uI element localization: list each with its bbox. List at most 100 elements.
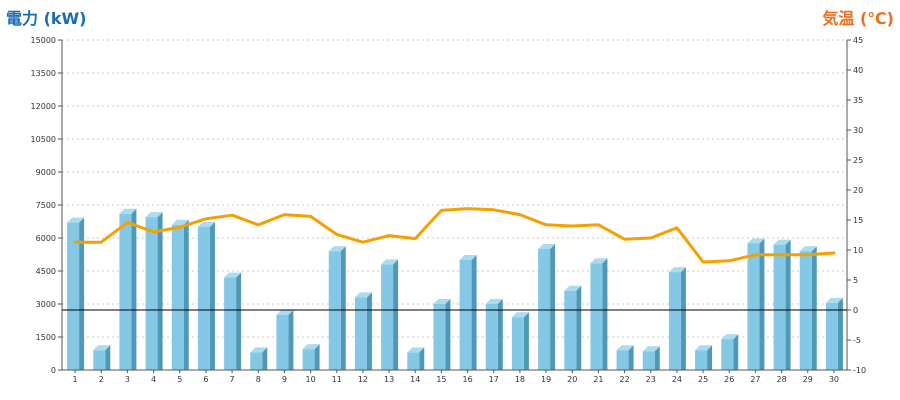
line-series <box>73 207 836 264</box>
bar <box>67 217 85 370</box>
x-tick-label: 2 <box>99 375 104 384</box>
left-tick-label: 3000 <box>36 300 56 309</box>
bar <box>354 292 372 370</box>
bar-top <box>171 219 189 225</box>
x-tick-label: 14 <box>410 375 420 384</box>
bar-front <box>171 224 184 370</box>
x-tick-label: 25 <box>698 375 708 384</box>
bar-front <box>590 263 603 370</box>
bar-front <box>459 260 472 370</box>
left-tick-label: 0 <box>51 366 56 375</box>
bar <box>695 345 713 370</box>
bar-front <box>302 349 315 370</box>
bar-side <box>759 238 765 370</box>
left-tick-label: 13500 <box>31 69 56 78</box>
bar-front <box>354 297 367 370</box>
tick-labels: 0 1500 3000 4500 6000 7500 9000 10500 12000 13500… <box>31 36 867 384</box>
bar-top <box>538 244 556 249</box>
bar-side <box>654 346 660 370</box>
right-tick-label: 45 <box>853 36 863 45</box>
bar-side <box>680 267 686 370</box>
bar-side <box>288 310 294 370</box>
x-tick-label: 21 <box>593 375 603 384</box>
bar <box>590 258 608 370</box>
bar <box>119 208 137 370</box>
x-tick-label: 3 <box>125 375 130 384</box>
right-tick-label: -5 <box>853 336 861 345</box>
bar-side <box>837 297 843 370</box>
x-tick-label: 28 <box>776 375 786 384</box>
right-tick-label: 30 <box>853 126 863 135</box>
right-tick-label: 5 <box>853 276 858 285</box>
bar-top <box>564 285 582 291</box>
bar-top <box>224 272 242 278</box>
bar <box>93 345 111 370</box>
left-axis-title: 電力 (kW) <box>6 9 87 28</box>
bar-top <box>145 212 163 218</box>
bar-side <box>602 258 608 370</box>
temperature-line <box>73 207 836 264</box>
bar-front <box>511 317 524 370</box>
bar-top <box>799 246 817 252</box>
bar <box>538 244 556 370</box>
bar <box>616 345 634 370</box>
bar-front <box>328 251 341 370</box>
x-tick-label: 26 <box>724 375 734 384</box>
x-tick-label: 6 <box>203 375 208 384</box>
bar-front <box>773 244 786 370</box>
left-tick-label: 10500 <box>31 135 56 144</box>
x-tick-label: 23 <box>646 375 656 384</box>
x-tick-label: 17 <box>489 375 499 384</box>
x-tick-label: 9 <box>282 375 287 384</box>
right-tick-label: 15 <box>853 216 863 225</box>
x-tick-label: 22 <box>619 375 629 384</box>
bar-top <box>511 312 529 318</box>
bar <box>825 297 843 370</box>
bar <box>328 246 346 370</box>
bar-top <box>642 346 660 352</box>
bar-top <box>328 246 346 252</box>
right-tick-label: 25 <box>853 156 863 165</box>
bar-top <box>119 208 137 214</box>
bar-front <box>224 277 237 370</box>
bar-top <box>250 347 268 353</box>
bar-side <box>366 292 372 370</box>
right-tick-label: 35 <box>853 96 863 105</box>
x-tick-label: 5 <box>177 375 182 384</box>
bar-top <box>93 345 111 351</box>
bar-front <box>799 251 812 370</box>
bar-front <box>721 339 734 370</box>
bar-side <box>576 285 582 370</box>
axes <box>61 40 848 371</box>
bar-top <box>825 297 843 303</box>
bar-top <box>668 267 686 273</box>
right-axis-title: 気温 (℃) <box>822 9 894 28</box>
x-tick-label: 4 <box>151 375 156 384</box>
bar-front <box>250 352 263 370</box>
bar <box>433 299 451 370</box>
bar-side <box>314 344 320 370</box>
x-tick-label: 24 <box>672 375 682 384</box>
bar-front <box>119 213 132 370</box>
bar-side <box>785 239 791 370</box>
bar-side <box>340 246 346 370</box>
x-tick-label: 16 <box>462 375 472 384</box>
bar-side <box>419 347 425 370</box>
x-tick-label: 10 <box>305 375 315 384</box>
right-tick-label: 10 <box>853 246 863 255</box>
bar-side <box>131 208 137 370</box>
x-tick-label: 15 <box>436 375 446 384</box>
bar <box>773 239 791 370</box>
bar-top <box>67 217 85 223</box>
bar-side <box>236 272 242 370</box>
bar-side <box>811 246 817 370</box>
bar-top <box>747 238 765 244</box>
bar <box>171 219 189 370</box>
left-tick-label: 7500 <box>36 201 56 210</box>
bar <box>145 212 163 370</box>
bar-front <box>695 350 708 370</box>
x-tick-label: 19 <box>541 375 551 384</box>
x-tick-label: 29 <box>803 375 813 384</box>
left-tick-label: 15000 <box>31 36 56 45</box>
right-tick-label: 20 <box>853 186 863 195</box>
